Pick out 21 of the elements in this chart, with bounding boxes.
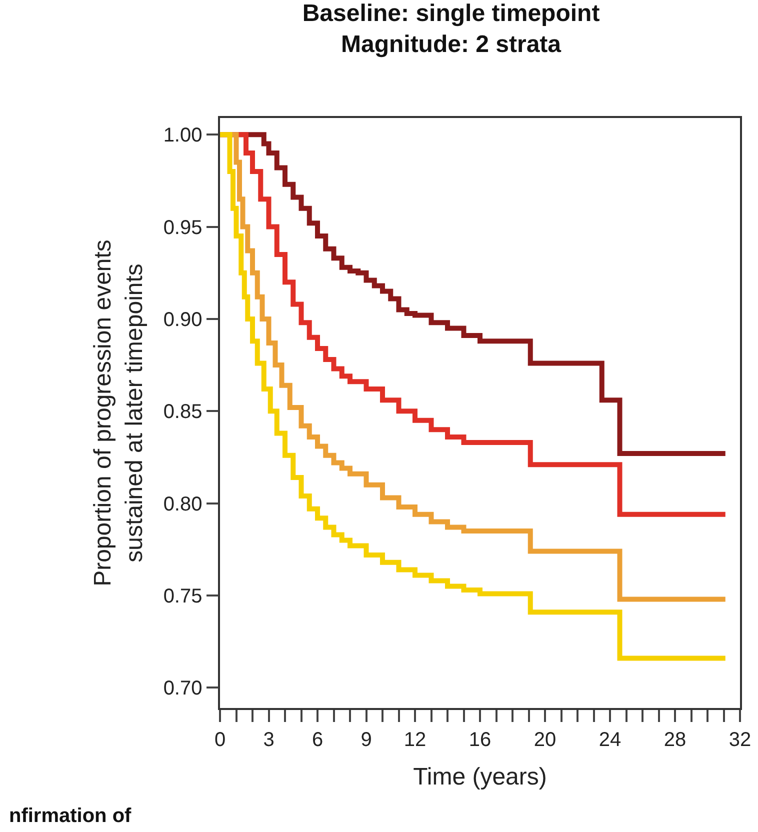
x-tick-label: 28 [664,728,686,751]
x-tick-label: 9 [360,728,372,751]
chart-title: Baseline: single timepoint Magnitude: 2 strata [302,0,600,58]
x-tick-label: 20 [534,728,556,751]
y-axis-title: Proportion of progression events sustained at later timepoints [90,240,148,586]
y-tick-label: 0.75 [163,586,202,608]
y-tick-label: 0.90 [163,308,202,331]
x-tick-label: 24 [598,728,622,751]
x-tick-label: 0 [214,728,226,751]
y-tick-label: 1.00 [163,124,202,147]
x-axis-title: Time (years) [413,764,547,791]
x-tick-label: 12 [404,728,426,751]
x-tick-label: 3 [263,728,274,751]
y-tick-label: 0.85 [163,401,202,424]
x-tick-label: 6 [312,728,324,751]
y-tick-label: 0.80 [163,493,202,516]
x-tick-label: 16 [468,728,492,751]
y-tick-label: 0.70 [163,678,202,700]
y-tick-label: 0.95 [163,216,202,239]
text: nfirmation of [9,805,132,827]
x-tick-label: 32 [728,728,752,751]
